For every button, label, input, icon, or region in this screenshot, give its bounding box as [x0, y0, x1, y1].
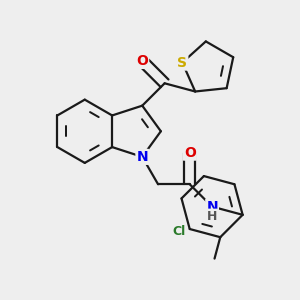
- Text: O: O: [184, 146, 196, 160]
- Text: Cl: Cl: [172, 225, 186, 239]
- Text: N: N: [206, 200, 218, 214]
- Text: H: H: [207, 210, 217, 223]
- Text: O: O: [136, 54, 148, 68]
- Text: N: N: [136, 150, 148, 164]
- Text: S: S: [177, 56, 187, 70]
